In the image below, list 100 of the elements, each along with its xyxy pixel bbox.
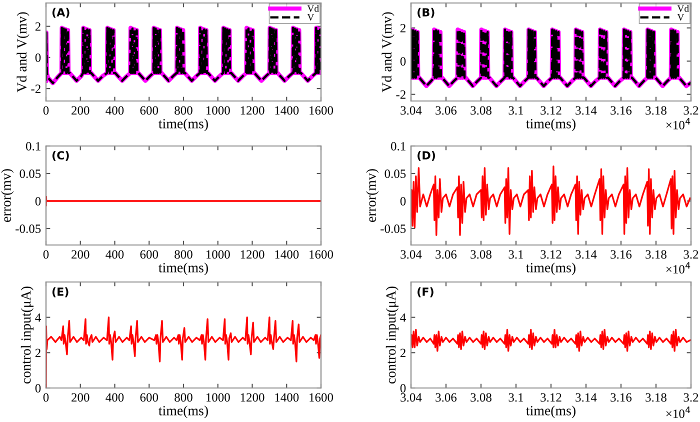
- annotation: (A): [52, 8, 70, 18]
- x-tick-label: 600: [140, 393, 158, 402]
- y-tick-label: -2: [396, 90, 406, 99]
- y-tick-label: 0: [35, 197, 41, 206]
- x-tick-label: 600: [140, 106, 158, 115]
- annotation: (E): [52, 287, 68, 298]
- x-tick-label: 3.04: [400, 106, 422, 115]
- x-tick-label: 200: [72, 393, 90, 402]
- x-tick-label: 3.12: [540, 250, 562, 259]
- x-tick-label: 3.06: [436, 106, 457, 115]
- legend-label: V: [307, 14, 314, 21]
- y-tick-label: 2: [35, 348, 40, 358]
- y-tick-label: 0: [400, 384, 406, 392]
- x-tick-label: 3.1: [508, 106, 524, 115]
- x-axis-title: time(ms): [158, 262, 208, 276]
- y-tick-label: 0: [35, 384, 41, 392]
- y-tick-label: 0: [35, 53, 41, 62]
- x-tick-label: 200: [72, 106, 90, 115]
- legend-label: V: [677, 14, 684, 21]
- y-tick-label: 4: [400, 313, 406, 322]
- x-axis-title: time(ms): [526, 118, 576, 132]
- x-tick-label: 400: [106, 250, 124, 259]
- x-tick-label: 1200: [240, 106, 264, 115]
- x-tick-label: 1400: [275, 250, 299, 259]
- annotation: (C): [52, 150, 69, 161]
- annotation: (B): [418, 8, 434, 18]
- x-tick-label: 200: [72, 250, 90, 259]
- x-tick-label: 0: [43, 250, 49, 259]
- x-tick-label: 3.18: [646, 250, 666, 259]
- x-tick-label: 800: [174, 393, 192, 402]
- x-tick-label: 800: [174, 250, 192, 259]
- y-axis-title: Vd and V(mv): [16, 12, 30, 92]
- x-tick-label: 3.14: [576, 393, 597, 402]
- x-tick-label: 3.16: [610, 250, 632, 259]
- y-tick-label: 2: [35, 22, 40, 31]
- x-tick-label: 800: [174, 106, 192, 115]
- y-tick-label: 0.05: [20, 170, 41, 178]
- x-tick-label: 3.06: [436, 393, 457, 402]
- x-axis-title: time(ms): [158, 406, 208, 418]
- x-tick-label: 400: [106, 106, 124, 115]
- y-tick-label: 0: [400, 57, 406, 66]
- x-tick-label: 1600: [310, 250, 334, 259]
- legend-label: Vd: [677, 4, 689, 12]
- x-tick-label: 3.14: [576, 250, 597, 259]
- x-tick-label: 3.04: [400, 393, 422, 402]
- y-tick-label: 0: [400, 197, 406, 206]
- y-axis-title: error(mv): [1, 169, 14, 222]
- x-tick-label: 3.2: [684, 250, 698, 259]
- x-tick-label: 0: [43, 106, 49, 115]
- legend-label: Vd: [307, 4, 319, 12]
- x-axis-title: time(ms): [526, 406, 576, 418]
- y-axis-title: Vd and V(mv): [382, 12, 394, 92]
- x-tick-label: 3.14: [576, 106, 597, 115]
- y-tick-label: 4: [35, 313, 41, 322]
- y-tick-label: 0.1: [26, 142, 40, 151]
- x-tick-label: 3.18: [646, 106, 666, 115]
- x-tick-label: 3.04: [400, 250, 422, 259]
- x-tick-label: 3.08: [470, 393, 492, 402]
- x-tick-label: 3.1: [508, 393, 524, 402]
- x-tick-label: 600: [140, 250, 158, 259]
- x-tick-label: 3.12: [540, 393, 562, 402]
- annotation: (D): [418, 150, 436, 161]
- x-tick-label: 1000: [206, 250, 230, 259]
- x-tick-label: 400: [106, 393, 124, 402]
- x-tick-label: 1400: [275, 106, 299, 115]
- x-tick-label: 3.06: [436, 250, 457, 259]
- x-axis-title: time(ms): [526, 262, 576, 276]
- x-axis-title: time(ms): [158, 118, 208, 132]
- x-tick-label: 3.08: [470, 106, 492, 115]
- y-tick-label: 0.1: [390, 142, 406, 151]
- y-tick-label: 2: [400, 24, 406, 32]
- x-tick-label: 1200: [240, 393, 264, 402]
- line-series: [411, 328, 691, 352]
- y-tick-label: 2: [400, 348, 406, 358]
- x-tick-label: 3.2: [684, 106, 698, 115]
- text: ×10$^{4}$: [666, 118, 690, 130]
- x-tick-label: 3.12: [540, 106, 562, 115]
- text: ×10$^{4}$: [666, 262, 690, 274]
- x-tick-label: 1400: [275, 393, 299, 402]
- x-tick-label: 3.2: [684, 393, 698, 402]
- line-series: [411, 166, 691, 236]
- x-tick-label: 1000: [206, 106, 230, 115]
- x-tick-label: 3.18: [646, 393, 666, 402]
- x-tick-label: 0: [43, 393, 49, 402]
- y-tick-label: 0.05: [384, 170, 406, 178]
- x-tick-label: 1000: [206, 393, 230, 402]
- x-tick-label: 3.16: [610, 106, 632, 115]
- x-tick-label: 3.1: [508, 250, 524, 259]
- y-tick-label: -0.05: [16, 224, 41, 234]
- x-tick-label: 1600: [310, 106, 334, 115]
- y-tick-label: -2: [31, 84, 40, 93]
- x-tick-label: 1200: [240, 250, 264, 259]
- y-tick-label: -0.05: [380, 224, 406, 234]
- y-axis-title: error(mv): [366, 169, 379, 222]
- x-tick-label: 3.16: [610, 393, 632, 402]
- y-axis-title: control input(μA): [386, 286, 398, 384]
- text: ×10$^{4}$: [666, 406, 690, 418]
- x-tick-label: 3.08: [470, 250, 492, 259]
- x-tick-label: 1600: [310, 393, 334, 402]
- y-axis-title: control input(μA): [20, 286, 34, 384]
